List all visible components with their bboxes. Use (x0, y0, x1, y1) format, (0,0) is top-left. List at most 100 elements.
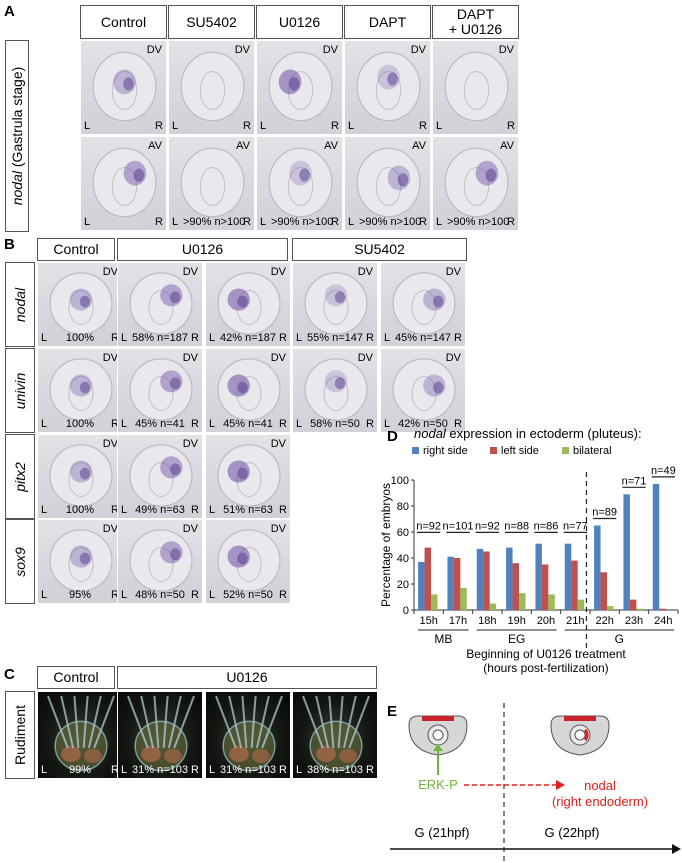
panel-a-image-r1-c0: AV L R (80, 136, 167, 231)
right-marker: R (419, 216, 427, 228)
panel-b-header-1: U0126 (117, 238, 288, 261)
right-marker: R (111, 589, 119, 601)
legend-label-1: left side (501, 445, 539, 457)
view-label: DV (102, 523, 118, 535)
right-marker: R (191, 764, 199, 776)
embryo-image (92, 51, 157, 122)
bar-right-side-23h (623, 494, 630, 610)
left-marker: L (121, 589, 128, 601)
embryo-image (180, 147, 245, 218)
panel-a-image-r1-c1: AV L R >90% n>100 (168, 136, 255, 231)
n-label: n=101 (443, 520, 474, 532)
embryo-image (392, 358, 456, 421)
panel-a-image-r1-c4: AV L R >90% n>100 (432, 136, 519, 231)
row-gene-name: sox9 (12, 546, 28, 577)
panel-b-header-2: SU5402 (292, 238, 467, 261)
stat-label: 42% n=50 (398, 418, 448, 430)
left-marker: L (41, 418, 48, 430)
panel-a-image-r0-c1: DV L R (168, 40, 255, 135)
panel-c-image-2: L R 31% n=103 (205, 691, 291, 779)
left-marker: L (209, 418, 216, 430)
view-label: DV (445, 352, 461, 364)
n-label: n=92 (475, 520, 500, 532)
stat-label: 95% (68, 589, 92, 601)
left-marker: L (260, 120, 267, 132)
panel-a-header-0: Control (80, 5, 167, 39)
panel-a-image-r0-c4: DV L R (432, 40, 519, 135)
stat-label: 45% n=41 (135, 418, 185, 430)
bar-left-side-20h (541, 564, 549, 610)
stat-label: >90% n>100 (359, 216, 422, 228)
panel-a-image-r1-c2: AV L R >90% n>100 (256, 136, 343, 231)
left-marker: L (384, 418, 391, 430)
panel-b-image-univin-0: DV L R 100% (37, 348, 123, 433)
view-label: AV (148, 140, 162, 152)
panel-b-image-univin-3: DV L R 58% n=50 (292, 348, 378, 433)
panel-a-header-4: DAPT + U0126 (432, 5, 519, 39)
row-gene-name: univin (12, 372, 28, 409)
right-marker: R (191, 418, 199, 430)
stat-label: 45% n=41 (223, 418, 273, 430)
right-marker: R (155, 216, 163, 228)
y-tick-label: 0 (403, 605, 409, 617)
panel-b-image-nodal-4: DV L R 45% n=147 (380, 262, 466, 347)
embryo-image (129, 272, 193, 335)
view-label: DV (146, 44, 162, 56)
right-marker: R (111, 418, 119, 430)
x-tick-label: 20h (537, 615, 555, 627)
panel-c-image-3: L R 38% n=103 (292, 691, 378, 779)
right-marker: R (366, 764, 374, 776)
right-marker: R (191, 589, 199, 601)
bar-right-side-20h (535, 543, 542, 610)
panel-b-image-nodal-2: DV L R 42% n=187 (205, 262, 291, 347)
left-marker: L (260, 216, 267, 228)
right-marker: R (507, 120, 515, 132)
view-label: AV (324, 140, 338, 152)
embryo-image (304, 272, 368, 335)
n-label: n=49 (651, 465, 676, 477)
left-marker: L (348, 216, 355, 228)
left-marker: L (41, 764, 48, 776)
embryo-image (217, 358, 281, 421)
right-marker: R (243, 216, 251, 228)
view-label: DV (102, 438, 118, 450)
left-marker: L (436, 120, 443, 132)
right-marker: R (279, 504, 287, 516)
bar-left-side-17h (453, 558, 461, 610)
panel-c-label: C (4, 666, 15, 683)
y-tick-label: 20 (397, 579, 409, 591)
view-label: DV (182, 352, 198, 364)
left-marker: L (41, 589, 48, 601)
panel-b-row-label-pitx2: pitx2 (5, 434, 35, 519)
stat-label: 45% n=147 (395, 332, 451, 344)
left-marker: L (296, 418, 303, 430)
legend-label-0: right side (423, 445, 468, 457)
n-label: n=86 (534, 520, 559, 532)
right-marker: R (279, 589, 287, 601)
left-marker: L (172, 216, 179, 228)
left-marker: L (296, 332, 303, 344)
bar-right-side-21h (564, 543, 572, 610)
view-label: DV (234, 44, 250, 56)
embryo-image (92, 147, 157, 218)
panel-a-row-label: nodal (Gastrula stage) (5, 40, 29, 232)
x-tick-label: 18h (478, 615, 496, 627)
embryo-image (217, 444, 281, 507)
bar-right-side-18h (476, 548, 484, 610)
bar-bilateral-22h (607, 606, 614, 610)
embryo-image (49, 529, 113, 592)
bar-left-side-21h (571, 560, 578, 610)
legend-label-2: bilateral (573, 445, 612, 457)
panel-b-image-pitx2-2: DV L R 51% n=63 (205, 434, 291, 519)
right-marker: R (191, 332, 199, 344)
stat-label: >90% n>100 (183, 216, 246, 228)
embryo-image (268, 51, 333, 122)
panel-b-image-sox9-2: DV L R 52% n=50 (205, 519, 291, 604)
stage-label: MB (434, 632, 452, 646)
embryo-image (356, 147, 421, 218)
view-label: DV (182, 523, 198, 535)
n-label: n=71 (622, 475, 647, 487)
bar-left-side-22h (600, 572, 608, 610)
stat-label: 58% n=50 (310, 418, 360, 430)
right-marker: R (454, 332, 462, 344)
